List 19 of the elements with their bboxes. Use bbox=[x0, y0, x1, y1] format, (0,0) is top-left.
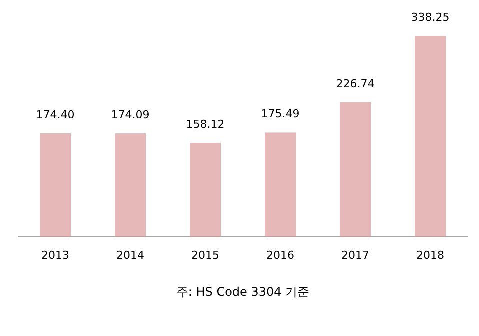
data-label: 226.74 bbox=[336, 77, 375, 90]
data-label: 175.49 bbox=[261, 108, 300, 121]
bar bbox=[115, 134, 146, 237]
bar bbox=[415, 36, 446, 237]
text: 주: HS Code 3304 기준 bbox=[176, 285, 310, 299]
x-tick-label: 2013 bbox=[42, 249, 70, 262]
bar bbox=[40, 133, 71, 237]
bar bbox=[190, 143, 221, 237]
x-tick-label: 2017 bbox=[342, 249, 370, 262]
data-label: 338.25 bbox=[411, 11, 450, 24]
x-tick-label: 2015 bbox=[192, 249, 220, 262]
data-label: 158.12 bbox=[186, 118, 225, 132]
data-label: 174.40 bbox=[36, 108, 75, 122]
x-tick-label: 2014 bbox=[116, 249, 144, 262]
data-label: 174.09 bbox=[111, 108, 150, 122]
bar bbox=[340, 102, 371, 237]
bar bbox=[265, 132, 296, 237]
x-tick-label: 2018 bbox=[416, 249, 444, 262]
x-tick-label: 2016 bbox=[266, 249, 294, 262]
